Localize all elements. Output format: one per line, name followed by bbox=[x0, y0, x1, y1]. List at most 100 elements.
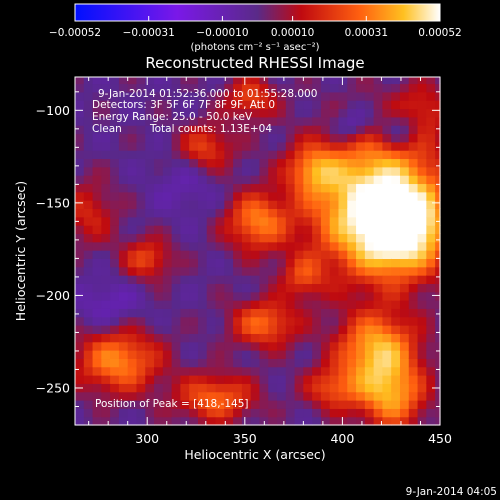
heatmap-cell bbox=[408, 133, 419, 143]
heatmap-cell bbox=[294, 150, 304, 160]
heatmap-cell bbox=[382, 308, 392, 318]
heatmap-cell bbox=[294, 166, 304, 176]
heatmap-cell bbox=[127, 208, 138, 218]
heatmap-cell bbox=[408, 216, 419, 226]
heatmap-cell bbox=[92, 83, 102, 93]
heatmap-cell bbox=[136, 150, 146, 160]
heatmap-cell bbox=[268, 375, 278, 384]
heatmap-cell bbox=[259, 258, 269, 268]
heatmap-cell bbox=[364, 150, 375, 160]
heatmap-cell bbox=[338, 283, 348, 293]
heatmap-cell bbox=[338, 158, 348, 168]
heatmap-cell bbox=[356, 208, 366, 218]
heatmap-cell bbox=[417, 100, 427, 110]
heatmap-cell bbox=[338, 108, 348, 118]
heatmap-cell bbox=[382, 366, 392, 376]
heatmap-cell bbox=[320, 225, 331, 235]
heatmap-cell bbox=[347, 191, 357, 201]
heatmap-cell bbox=[329, 150, 340, 160]
heatmap-cell bbox=[382, 350, 392, 359]
heatmap-cell bbox=[171, 200, 181, 210]
heatmap-cell bbox=[373, 291, 384, 301]
heatmap-cell bbox=[373, 208, 384, 218]
heatmap-cell bbox=[136, 325, 146, 334]
heatmap-cell bbox=[426, 400, 436, 409]
heatmap-cell bbox=[241, 150, 252, 160]
heatmap-cell bbox=[320, 333, 331, 343]
heatmap-cell bbox=[224, 308, 234, 318]
heatmap-cell bbox=[294, 333, 304, 343]
heatmap-cell bbox=[241, 366, 252, 376]
heatmap-cell bbox=[285, 308, 296, 318]
heatmap-cell bbox=[241, 283, 252, 293]
heatmap-cell bbox=[356, 183, 366, 193]
heatmap-cell bbox=[364, 158, 375, 168]
heatmap-cell bbox=[171, 150, 181, 160]
heatmap-cell bbox=[171, 216, 181, 226]
heatmap-cell bbox=[417, 150, 427, 160]
heatmap-cell bbox=[285, 108, 296, 118]
heatmap-cell bbox=[224, 400, 234, 409]
clean-text: Clean bbox=[92, 123, 122, 135]
heatmap-cell bbox=[277, 416, 287, 426]
heatmap-cell bbox=[75, 208, 85, 218]
heatmap-cell bbox=[356, 141, 366, 151]
heatmap-cell bbox=[399, 166, 410, 176]
heatmap-cell bbox=[294, 275, 304, 284]
heatmap-cell bbox=[285, 116, 296, 126]
x-axis-label: Heliocentric X (arcsec) bbox=[184, 447, 325, 462]
heatmap-cell bbox=[312, 233, 322, 243]
heatmap-cell bbox=[382, 283, 392, 293]
heatmap-cell bbox=[435, 416, 441, 426]
heatmap-cell bbox=[83, 158, 94, 168]
heatmap-cell bbox=[101, 91, 111, 101]
heatmap-cell bbox=[180, 91, 190, 101]
heatmap-cell bbox=[92, 175, 102, 185]
heatmap-cell bbox=[399, 116, 410, 126]
heatmap-cell bbox=[75, 150, 85, 160]
heatmap-cell bbox=[399, 375, 410, 384]
heatmap-cell bbox=[171, 391, 181, 401]
heatmap-cell bbox=[162, 208, 173, 218]
heatmap-cell bbox=[399, 83, 410, 93]
heatmap-cell bbox=[180, 300, 190, 309]
heatmap-cell bbox=[136, 241, 146, 251]
heatmap-cell bbox=[75, 108, 85, 118]
heatmap-cell bbox=[92, 116, 102, 126]
heatmap-cell bbox=[154, 116, 164, 126]
heatmap-cell bbox=[399, 191, 410, 201]
heatmap-cell bbox=[364, 116, 375, 126]
heatmap-cell bbox=[145, 291, 155, 301]
heatmap-cell bbox=[92, 325, 102, 334]
heatmap-cell bbox=[171, 408, 181, 418]
heatmap-cell bbox=[329, 408, 340, 418]
heatmap-cell bbox=[224, 391, 234, 401]
heatmap-cell bbox=[347, 116, 357, 126]
heatmap-cell bbox=[154, 375, 164, 384]
heatmap-cell bbox=[294, 77, 304, 85]
heatmap-cell bbox=[259, 283, 269, 293]
heatmap-cell bbox=[285, 183, 296, 193]
heatmap-cell bbox=[101, 191, 111, 201]
heatmap-cell bbox=[320, 241, 331, 251]
heatmap-cell bbox=[110, 308, 120, 318]
heatmap-cell bbox=[162, 225, 173, 235]
heatmap-cell bbox=[180, 350, 190, 359]
heatmap-cell bbox=[118, 366, 129, 376]
heatmap-cell bbox=[110, 200, 120, 210]
heatmap-cell bbox=[259, 108, 269, 118]
heatmap-cell bbox=[294, 233, 304, 243]
heatmap-cell bbox=[154, 158, 164, 168]
heatmap-cell bbox=[303, 266, 313, 276]
heatmap-cell bbox=[347, 400, 357, 409]
heatmap-cell bbox=[408, 77, 419, 85]
heatmap-cell bbox=[268, 125, 278, 135]
heatmap-cell bbox=[312, 108, 322, 118]
heatmap-cell bbox=[268, 77, 278, 85]
heatmap-cell bbox=[259, 141, 269, 151]
heatmap-cell bbox=[329, 241, 340, 251]
heatmap-cell bbox=[145, 158, 155, 168]
heatmap-cell bbox=[197, 158, 208, 168]
heatmap-cell bbox=[285, 141, 296, 151]
heatmap-cell bbox=[329, 316, 340, 326]
